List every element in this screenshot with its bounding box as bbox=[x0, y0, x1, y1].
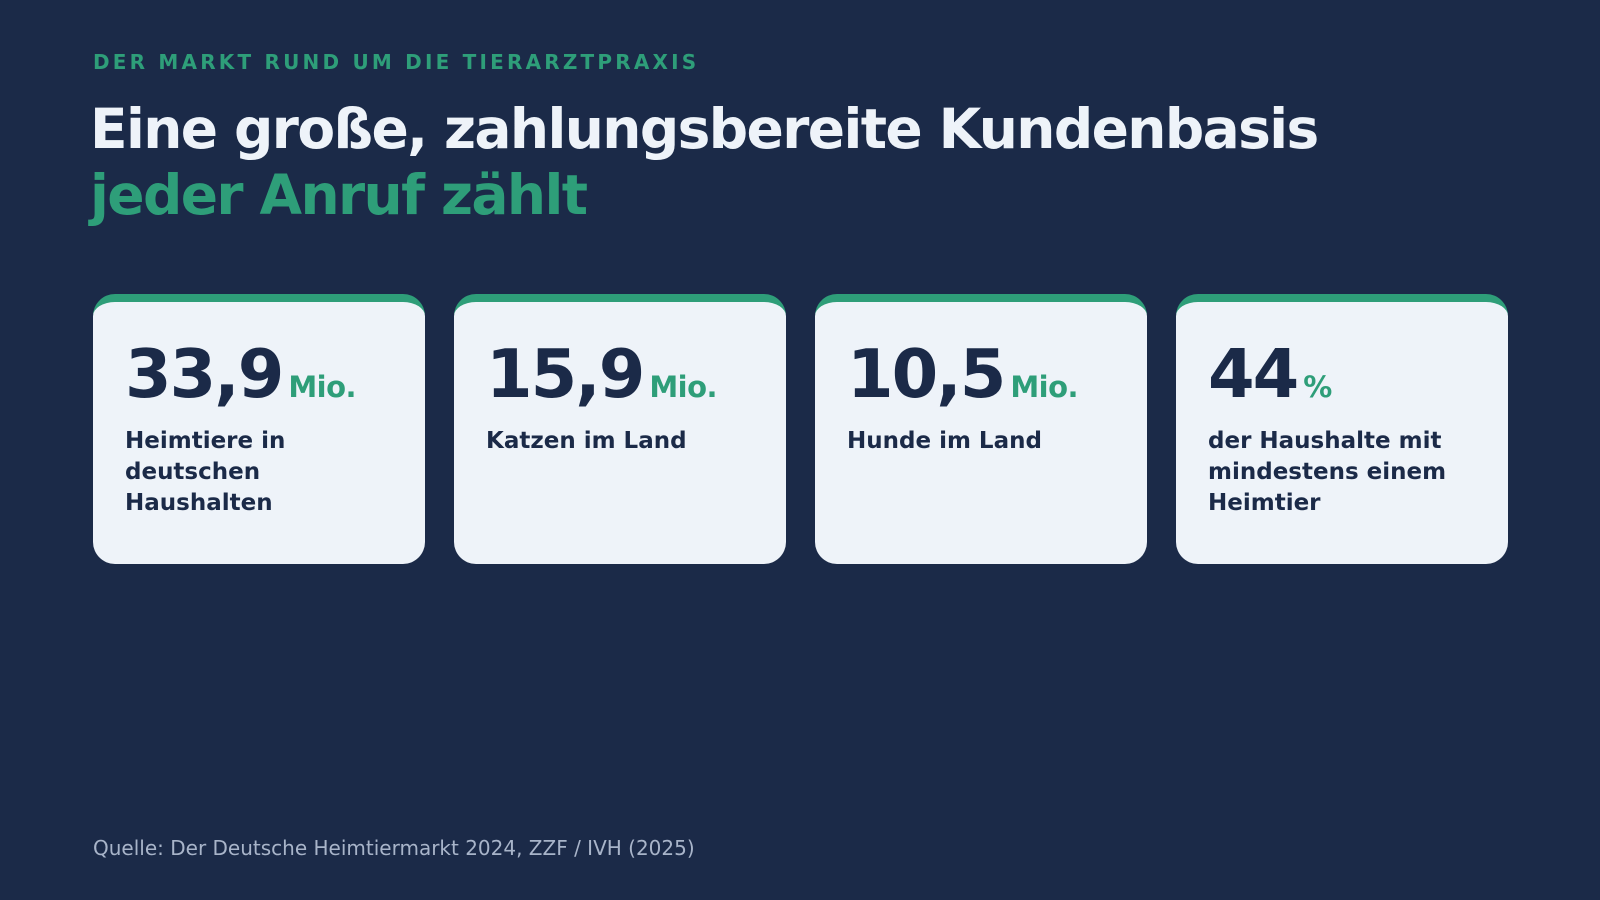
stat-figure: 10,5 Mio. bbox=[847, 336, 1115, 412]
stat-value: 44 bbox=[1208, 335, 1299, 413]
stat-card-dogs: 10,5 Mio. Hunde im Land bbox=[815, 294, 1147, 564]
slide-title: Eine große, zahlungsbereite Kundenbasis … bbox=[90, 96, 1319, 228]
stat-figure: 44 % bbox=[1208, 336, 1476, 412]
stat-value: 10,5 bbox=[847, 335, 1006, 413]
stat-label: der Haushalte mit mindestens einem Heimt… bbox=[1208, 428, 1447, 516]
stat-card-pets: 33,9 Mio. Heimtiere in deutschen Haushal… bbox=[93, 294, 425, 564]
stat-card-households: 44 % der Haushalte mit mindestens einem … bbox=[1176, 294, 1508, 564]
stat-value: 33,9 bbox=[125, 335, 284, 413]
stat-value: 15,9 bbox=[486, 335, 645, 413]
stat-unit: % bbox=[1303, 370, 1332, 404]
stat-figure: 15,9 Mio. bbox=[486, 336, 754, 412]
stat-unit: Mio. bbox=[649, 370, 718, 404]
stat-card-cats: 15,9 Mio. Katzen im Land bbox=[454, 294, 786, 564]
title-line-2: jeder Anruf zählt bbox=[90, 163, 588, 227]
stat-cards: 33,9 Mio. Heimtiere in deutschen Haushal… bbox=[93, 294, 1508, 564]
eyebrow-label: DER MARKT RUND UM DIE TIERARZTPRAXIS bbox=[93, 50, 700, 74]
stat-label: Hunde im Land bbox=[847, 428, 1042, 454]
stat-figure: 33,9 Mio. bbox=[125, 336, 393, 412]
stat-unit: Mio. bbox=[288, 370, 357, 404]
stat-label: Heimtiere in deutschen Haushalten bbox=[125, 428, 286, 516]
source-citation: Quelle: Der Deutsche Heimtiermarkt 2024,… bbox=[93, 836, 695, 860]
stat-unit: Mio. bbox=[1010, 370, 1079, 404]
title-line-1: Eine große, zahlungsbereite Kundenbasis bbox=[90, 97, 1319, 161]
stat-label: Katzen im Land bbox=[486, 428, 687, 454]
